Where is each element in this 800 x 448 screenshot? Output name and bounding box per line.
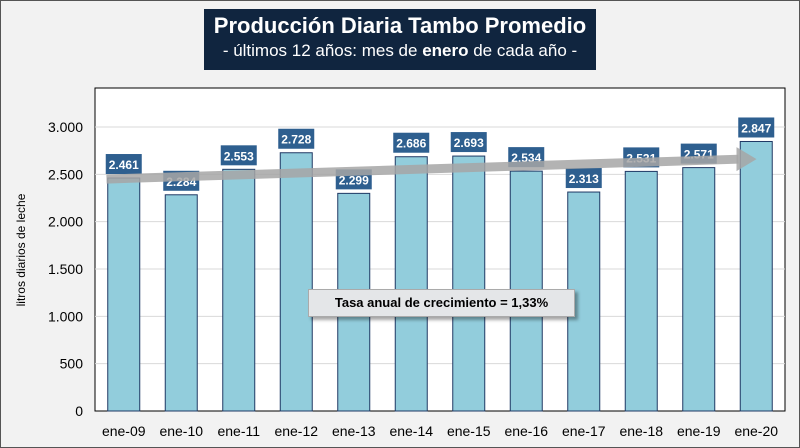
bar bbox=[624, 170, 658, 412]
bar bbox=[452, 155, 486, 412]
subtitle-bold: enero bbox=[422, 41, 469, 60]
x-tick-label: ene-17 bbox=[562, 423, 606, 439]
chart-subtitle: - últimos 12 años: mes de enero de cada … bbox=[204, 41, 596, 61]
value-label-bg bbox=[450, 132, 487, 153]
growth-rate-annotation: Tasa anual de crecimiento = 1,33% bbox=[308, 289, 575, 317]
bar bbox=[567, 191, 601, 412]
x-tick-label: ene-15 bbox=[447, 423, 491, 439]
chart-title: Producción Diaria Tambo Promedio bbox=[213, 13, 587, 38]
value-label: 2.686 bbox=[396, 137, 426, 151]
value-label: 2.299 bbox=[339, 173, 369, 187]
x-tick-label: ene-19 bbox=[677, 423, 721, 439]
subtitle-part: de cada año - bbox=[468, 41, 578, 60]
bar bbox=[394, 156, 428, 412]
title-box: Producción Diaria Tambo Promedio - últim… bbox=[204, 9, 596, 70]
x-tick-label: ene-14 bbox=[389, 423, 433, 439]
value-label-bg bbox=[393, 132, 430, 153]
value-label: 2.313 bbox=[569, 172, 599, 186]
x-tick-label: ene-18 bbox=[619, 423, 663, 439]
value-label-bg bbox=[278, 128, 315, 149]
value-label: 2.461 bbox=[109, 158, 139, 172]
bar bbox=[739, 140, 773, 412]
y-tick-label: 2.000 bbox=[48, 214, 83, 230]
trend-arrow-line bbox=[106, 154, 739, 184]
x-tick-label: ene-10 bbox=[159, 423, 203, 439]
bar bbox=[222, 168, 256, 412]
bar bbox=[279, 152, 313, 412]
x-tick-label: ene-11 bbox=[217, 423, 260, 439]
y-axis-label: litros diarios de leche bbox=[14, 193, 28, 306]
bar bbox=[682, 167, 716, 412]
value-label-bg bbox=[565, 168, 602, 189]
value-label-bg bbox=[220, 145, 257, 166]
value-label: 2.728 bbox=[281, 133, 311, 147]
y-tick-label: 2.500 bbox=[48, 166, 83, 182]
bar bbox=[107, 177, 141, 412]
x-tick-label: ene-09 bbox=[102, 423, 146, 439]
value-label: 2.553 bbox=[224, 149, 254, 163]
value-label-bg bbox=[105, 154, 142, 175]
y-tick-label: 1.500 bbox=[48, 261, 83, 277]
bar bbox=[164, 194, 198, 412]
x-tick-label: ene-16 bbox=[504, 423, 548, 439]
y-tick-label: 500 bbox=[60, 356, 84, 372]
subtitle-part: - últimos 12 años: mes de bbox=[222, 41, 423, 60]
plot-area bbox=[94, 87, 786, 412]
x-tick-label: ene-20 bbox=[734, 423, 778, 439]
value-label: 2.693 bbox=[454, 136, 484, 150]
x-tick-label: ene-13 bbox=[332, 423, 376, 439]
value-label: 2.847 bbox=[741, 121, 771, 135]
y-tick-label: 3.000 bbox=[48, 119, 83, 135]
y-tick-label: 0 bbox=[75, 403, 83, 419]
y-tick-label: 1.000 bbox=[48, 308, 83, 324]
trend-arrow-head bbox=[736, 147, 757, 172]
value-label-bg bbox=[738, 117, 775, 138]
x-tick-label: ene-12 bbox=[274, 423, 318, 439]
